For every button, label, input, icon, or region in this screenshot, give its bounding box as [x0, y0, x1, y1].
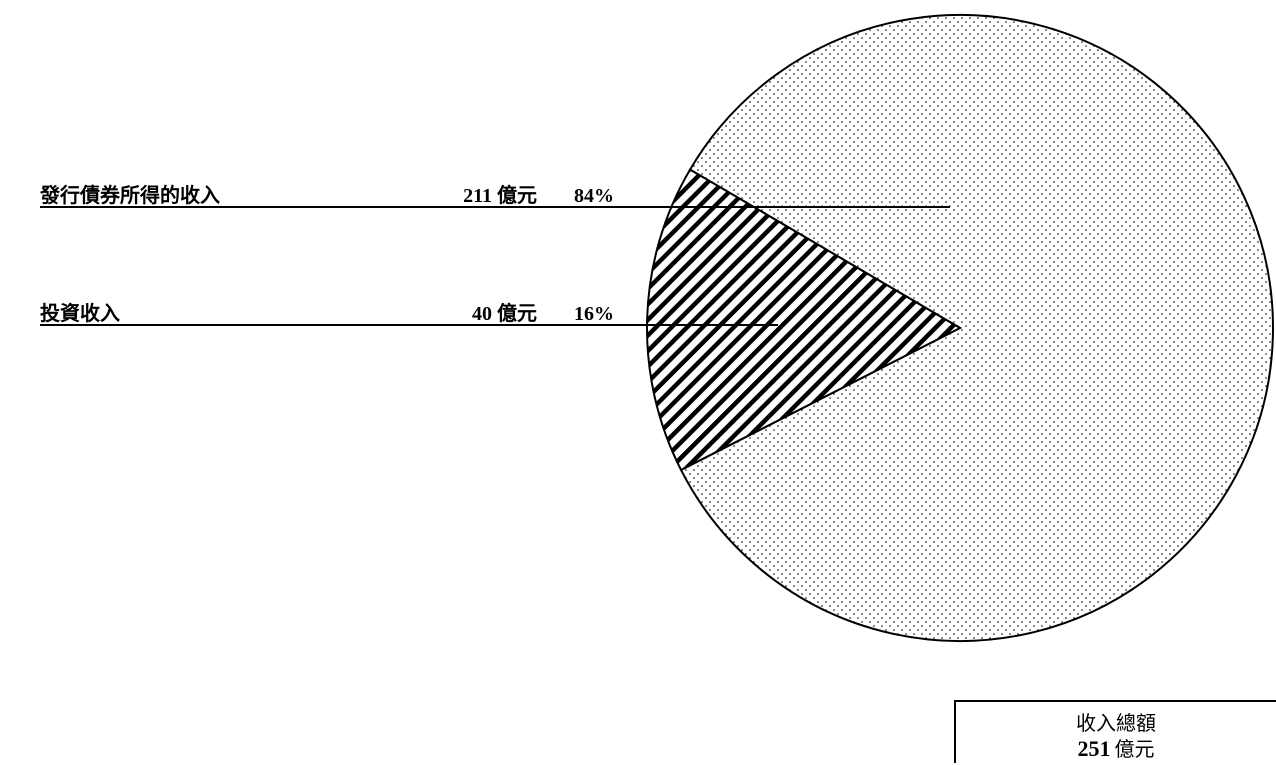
pie-slice-bond-income — [679, 14, 1274, 642]
total-title: 收入總額 — [1076, 711, 1156, 735]
slice-percent-bond-income: 84% — [574, 185, 614, 207]
slice-labels: 發行債券所得的收入 211 億元 84% 投資收入 40 億元 16% — [39, 183, 614, 325]
slice-label-bond-income: 發行債券所得的收入 — [39, 183, 220, 207]
pie-slice-investment-income — [646, 168, 963, 472]
total-unit: 億元 — [1114, 737, 1155, 761]
slice-percent-investment-income: 16% — [574, 303, 614, 325]
slice-value-investment-income: 40 億元 — [472, 301, 537, 325]
total-box: 收入總額 251 億元 — [954, 700, 1276, 763]
leader-lines — [40, 206, 950, 326]
slice-label-investment-income: 投資收入 — [40, 301, 120, 325]
slice-value-bond-income: 211 億元 — [463, 183, 537, 207]
pie-slices — [646, 14, 1274, 642]
total-value: 251 — [1077, 736, 1111, 761]
